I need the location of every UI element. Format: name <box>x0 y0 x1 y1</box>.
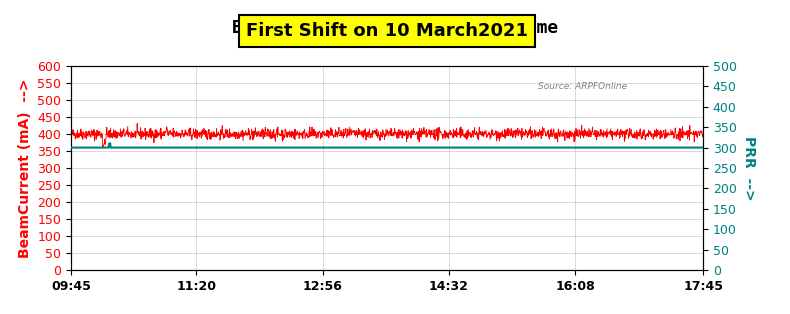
Text: Beam Current  +   PRR  vs Time: Beam Current + PRR vs Time <box>232 19 558 37</box>
Y-axis label: PRR  -->: PRR --> <box>743 136 756 200</box>
Text: First Shift on 10 March2021: First Shift on 10 March2021 <box>246 22 528 40</box>
Text: Source: ARPFOnline: Source: ARPFOnline <box>538 82 627 91</box>
Y-axis label: BeamCurrent (mA)  -->: BeamCurrent (mA) --> <box>18 78 32 258</box>
